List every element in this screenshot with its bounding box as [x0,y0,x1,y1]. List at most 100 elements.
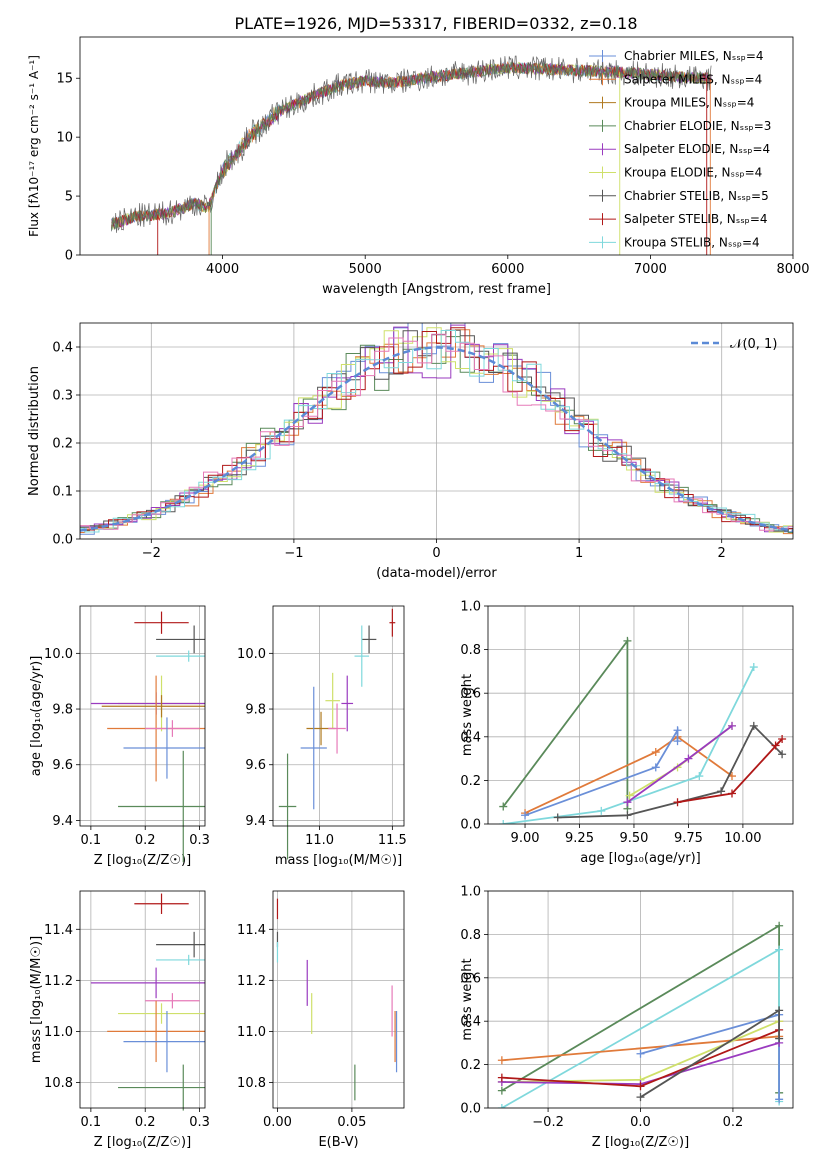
data-point-marker [695,772,704,781]
data-point-marker [623,636,632,645]
y-tick-label: 0.4 [460,1015,481,1030]
data-point-marker [651,763,660,772]
x-tick-label: 0.3 [189,833,210,848]
y-tick-label: 15 [56,72,73,87]
y-tick-label: 0 [65,249,73,264]
data-point-marker [775,945,784,954]
y-tick-label: 11.4 [44,923,73,938]
age_vs_mass-axes: 11.0 11.5 9.4 9.6 9.8 10.0 mass [log₁₀(M/M☉)] [237,605,407,868]
x-tick-label: −1 [284,546,303,561]
age_vs_Z-ylabel: age [log₁₀(age/yr)] [29,656,44,777]
legend-label: Salpeter ELODIE, Nₛₛₚ=4 [624,142,770,156]
series-line [524,726,679,817]
y-tick-label: 0.8 [460,928,481,943]
figure-title: PLATE=1926, MJD=53317, FIBERID=0332, z=0… [234,14,637,33]
series-line [640,1008,780,1098]
spectrum-legend: Chabrier MILES, Nₛₛₚ=4 Salpeter MILES, Nₛ… [589,49,771,249]
data-point-marker [636,1093,645,1102]
massweight_vs_Z-lines [497,921,784,1108]
x-tick-label: 0.05 [337,1115,366,1130]
y-tick-label: 11.4 [237,923,266,938]
y-tick-label: 9.6 [52,758,73,773]
legend-label: Chabrier STELIB, Nₛₛₚ=5 [624,189,769,203]
x-tick-label: 8000 [776,262,809,277]
x-tick-label: 9.75 [674,831,703,846]
y-tick-label: 0.0 [52,533,73,548]
y-tick-label: 9.8 [245,703,266,718]
mass_vs_Z-axes: 0.1 0.2 0.3 10.8 11.0 11.2 11.4 Z [log₁₀(Z/Z☉)]… [29,890,210,1150]
x-tick-label: 0.0 [630,1115,651,1130]
axes-frame [487,605,794,825]
x-tick-label: 9.25 [565,831,594,846]
axes-frame [272,605,405,827]
massweight_vs_Z-axes: −0.2 0.0 0.2 0.0 0.2 0.4 0.6 0.8 1.0 Z [log₁₀(Z/Z… [460,885,794,1150]
axes-frame [79,322,794,540]
y-tick-label: 11.2 [237,974,266,989]
legend-label: Kroupa MILES, Nₛₛₚ=4 [624,96,754,110]
y-tick-label: 0.1 [52,485,73,500]
legend-label: Chabrier ELODIE, Nₛₛₚ=3 [624,119,771,133]
x-tick-label: 4000 [206,262,239,277]
y-tick-label: 0.0 [460,1102,481,1117]
y-tick-label: 9.8 [52,703,73,718]
mass_vs_ebv-axes: 0.00 0.05 10.8 11.0 11.2 11.4 E(B-V) [237,890,405,1150]
y-tick-label: 1.0 [460,600,481,615]
data-point-marker [775,921,784,930]
x-tick-label: 9.50 [619,831,648,846]
axes-frame [272,890,405,1109]
y-tick-label: 0.3 [52,389,73,404]
y-tick-label: 0.6 [460,971,481,986]
normal-curve [80,346,793,532]
y-tick-label: 9.6 [245,758,266,773]
legend-label: Kroupa STELIB, Nₛₛₚ=4 [624,235,760,249]
y-tick-label: 11.0 [237,1025,266,1040]
data-point-marker [521,811,530,820]
legend-label: Kroupa ELODIE, Nₛₛₚ=4 [624,166,762,180]
y-tick-label: 5 [65,190,73,205]
axes-frame [79,36,794,256]
data-point-marker [775,1006,784,1015]
x-tick-label: 0.1 [81,833,102,848]
data-point-marker [749,721,758,730]
data-point-marker [497,1104,506,1108]
data-point-marker [636,1082,645,1091]
massweight_vs_age-xlabel: age [log₁₀(age/yr)] [580,851,701,866]
y-tick-label: 10.0 [44,647,73,662]
y-tick-label: 0.4 [460,730,481,745]
massweight_vs_Z-xlabel: Z [log₁₀(Z/Z☉)] [592,1135,689,1150]
x-tick-label: −2 [142,546,161,561]
data-point-marker [636,1049,645,1058]
y-tick-label: 10.8 [237,1076,266,1091]
y-tick-label: 1.0 [460,885,481,900]
age_vs_mass-points [278,608,396,860]
histogram-line [80,330,793,533]
x-tick-label: 0.00 [263,1115,292,1130]
legend-label: 𝒩(0, 1) [730,337,777,352]
spectrum-line [111,62,712,231]
spectrum-lines [111,55,712,255]
massweight_vs_age-axes: 9.00 9.25 9.50 9.75 10.00 0.0 0.2 0.4 0.6 0.8 1.0 a… [460,600,794,866]
x-tick-label: 1 [575,546,583,561]
data-point-marker [673,737,682,746]
data-point-marker [728,721,736,730]
age_vs_mass-xlabel: mass [log₁₀(M/M☉)] [275,853,402,868]
y-tick-label: 9.4 [245,814,266,829]
data-point-marker [728,789,736,798]
data-point-marker [497,1073,506,1082]
x-tick-label: −0.2 [532,1115,564,1130]
data-point-marker [717,787,726,796]
data-point-marker [673,726,682,735]
x-tick-label: 5000 [349,262,382,277]
x-tick-label: 0.1 [81,1115,102,1130]
x-tick-label: 0 [432,546,440,561]
data-point-marker [778,734,787,743]
data-point-marker [597,806,606,815]
data-point-marker [497,1056,506,1065]
y-tick-label: 0.8 [460,643,481,658]
x-tick-label: 7000 [634,262,667,277]
data-point-marker [553,813,562,822]
x-tick-label: 11.0 [305,833,334,848]
mass_vs_ebv-points [276,898,398,1101]
mass_vs_Z-ylabel: mass [log₁₀(M/M☉)] [29,936,44,1063]
